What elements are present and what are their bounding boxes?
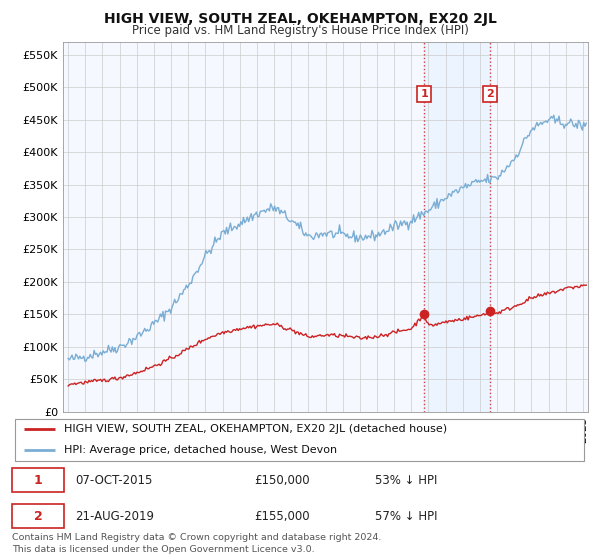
Text: 53% ↓ HPI: 53% ↓ HPI: [375, 474, 437, 487]
Text: HIGH VIEW, SOUTH ZEAL, OKEHAMPTON, EX20 2JL: HIGH VIEW, SOUTH ZEAL, OKEHAMPTON, EX20 …: [104, 12, 496, 26]
Text: Contains HM Land Registry data © Crown copyright and database right 2024.: Contains HM Land Registry data © Crown c…: [12, 533, 382, 542]
Text: This data is licensed under the Open Government Licence v3.0.: This data is licensed under the Open Gov…: [12, 545, 314, 554]
FancyBboxPatch shape: [15, 419, 584, 461]
Text: 21-AUG-2019: 21-AUG-2019: [76, 510, 154, 522]
Text: HPI: Average price, detached house, West Devon: HPI: Average price, detached house, West…: [64, 445, 337, 455]
Text: £150,000: £150,000: [254, 474, 310, 487]
Text: 57% ↓ HPI: 57% ↓ HPI: [375, 510, 437, 522]
Text: 1: 1: [420, 89, 428, 99]
FancyBboxPatch shape: [12, 468, 64, 492]
Text: £155,000: £155,000: [254, 510, 310, 522]
Text: 07-OCT-2015: 07-OCT-2015: [76, 474, 153, 487]
Text: HIGH VIEW, SOUTH ZEAL, OKEHAMPTON, EX20 2JL (detached house): HIGH VIEW, SOUTH ZEAL, OKEHAMPTON, EX20 …: [64, 424, 447, 433]
Text: Price paid vs. HM Land Registry's House Price Index (HPI): Price paid vs. HM Land Registry's House …: [131, 24, 469, 37]
Text: 2: 2: [34, 510, 42, 522]
Bar: [424, 42, 490, 412]
FancyBboxPatch shape: [12, 504, 64, 528]
Text: 2: 2: [486, 89, 494, 99]
Text: 1: 1: [34, 474, 42, 487]
